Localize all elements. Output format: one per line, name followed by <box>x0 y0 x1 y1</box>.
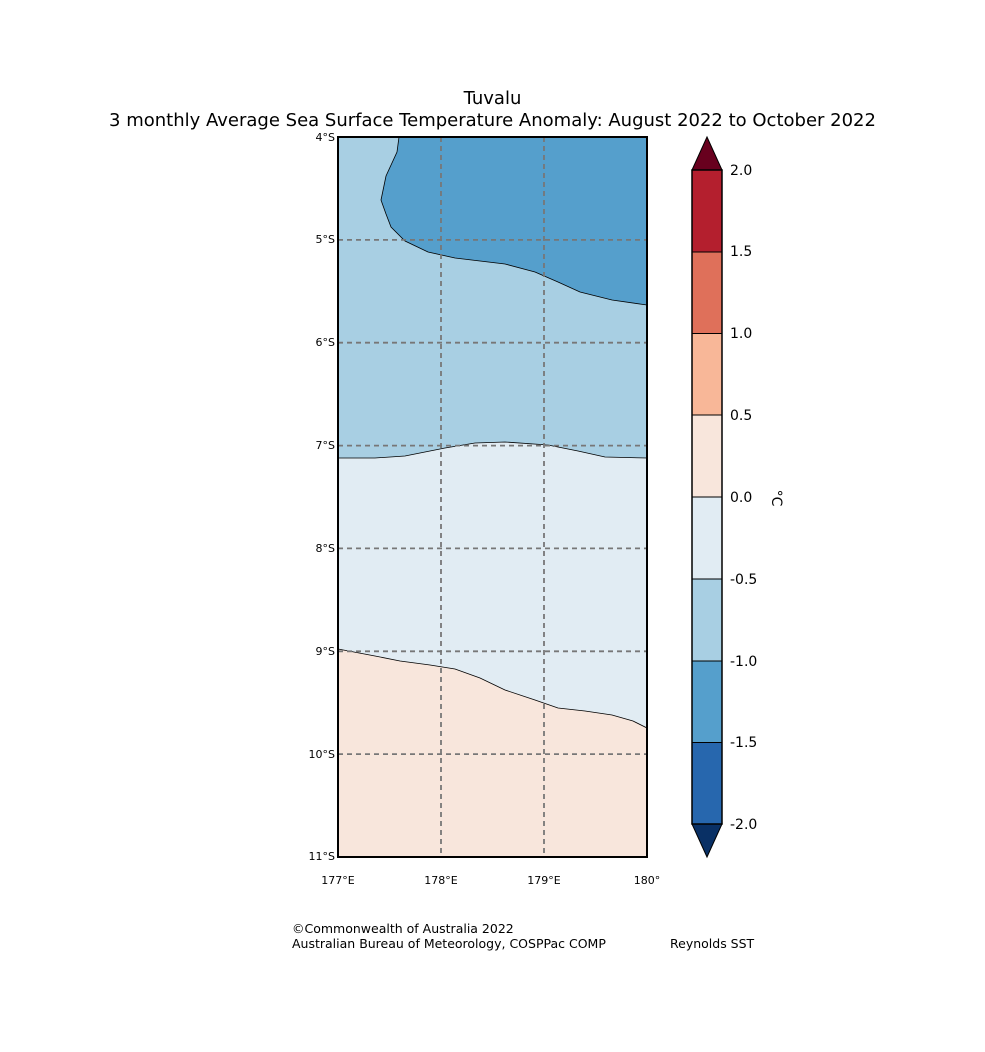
colorbar-over-arrow <box>691 135 723 171</box>
lon-label: 177°E <box>321 874 354 887</box>
colorbar-segment <box>692 661 722 743</box>
colorbar-tick-label: 0.5 <box>730 408 752 424</box>
lon-label: 179°E <box>527 874 560 887</box>
colorbar-tick-label: 1.5 <box>730 244 752 260</box>
lat-label: 4°S <box>316 131 335 144</box>
lat-label: 11°S <box>309 850 335 863</box>
colorbar-tick-label: -0.5 <box>730 572 757 588</box>
colorbar-unit-label: °C <box>768 490 784 507</box>
colorbar-segment <box>692 579 722 661</box>
lat-label: 10°S <box>309 748 335 761</box>
lon-label: 180° <box>634 874 661 887</box>
map-plot-area <box>338 137 647 857</box>
colorbar-segment <box>692 333 722 415</box>
lat-label: 5°S <box>316 233 335 246</box>
map-gridlines <box>338 137 647 857</box>
lat-label: 7°S <box>316 439 335 452</box>
colorbar-tick-label: -1.0 <box>730 654 757 670</box>
colorbar-tick-label: -2.0 <box>730 817 757 833</box>
colorbar-segment <box>692 415 722 497</box>
lat-label: 6°S <box>316 336 335 349</box>
colorbar-tick-label: 2.0 <box>730 163 752 179</box>
copyright-text: ©Commonwealth of Australia 2022 <box>292 921 514 936</box>
colorbar-segment <box>692 497 722 579</box>
colorbar-tick-label: 0.0 <box>730 490 752 506</box>
lat-label: 9°S <box>316 645 335 658</box>
map-title: Tuvalu <box>463 88 522 109</box>
agency-text: Australian Bureau of Meteorology, COSPPa… <box>292 936 606 951</box>
data-source-text: Reynolds SST <box>670 936 755 951</box>
colorbar-segment <box>692 170 722 252</box>
map-frame <box>337 136 648 858</box>
lon-label: 178°E <box>424 874 457 887</box>
region-cool-minus-1.5-to-minus-1 <box>381 137 647 305</box>
colorbar-tick-label: 1.0 <box>730 326 752 342</box>
colorbar-tick-label: -1.5 <box>730 735 757 751</box>
colorbar-segment <box>692 252 722 334</box>
colorbar-under-arrow <box>691 823 723 859</box>
colorbar-frame <box>691 169 723 825</box>
map-subtitle: 3 monthly Average Sea Surface Temperatur… <box>109 110 876 131</box>
colorbar: 2.0 1.5 1.0 0.5 0.0 -0.5 -1.0 -1.5 -2.0 … <box>691 135 784 859</box>
lat-label: 8°S <box>316 542 335 555</box>
colorbar-segment <box>692 742 722 824</box>
